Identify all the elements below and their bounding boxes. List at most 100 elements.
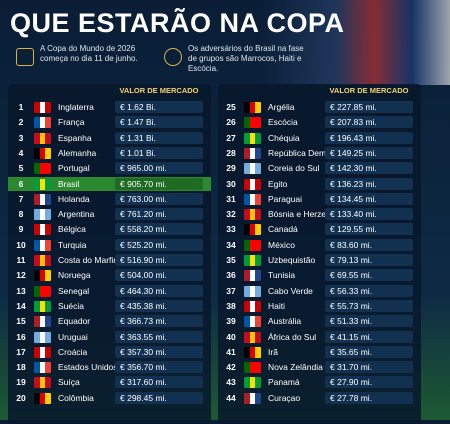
info-text: A Copa do Mundo de 2026 começa no dia 11…: [40, 44, 138, 63]
country-name: Suécia: [58, 300, 84, 311]
market-value: € 55.73 mi.: [325, 299, 413, 312]
flag: [244, 270, 261, 282]
flag-stripe: [244, 346, 250, 358]
flag-stripe: [34, 193, 40, 205]
table-row: 1 Inglaterra € 1.62 Bi.: [8, 100, 211, 114]
country-name: Irã: [268, 346, 278, 357]
info-box: A Copa do Mundo de 2026 começa no dia 11…: [12, 44, 157, 76]
flag-stripe: [34, 163, 40, 175]
flag-stripe: [244, 377, 250, 389]
country-name: Canadá: [268, 224, 298, 235]
table-row: 32 Bósnia e Herzegovina € 133.40 mi.: [218, 207, 421, 221]
flag-stripe: [39, 255, 46, 266]
table-row: 28 República Democrática € 149.25 mi.: [218, 146, 421, 160]
flag-stripe: [39, 163, 46, 175]
flag: [34, 117, 51, 129]
flag: [244, 132, 261, 144]
market-value: € 525.20 mi.: [115, 238, 203, 251]
rank: 39: [226, 316, 236, 327]
table-row: 17 Croácia € 357.30 mi.: [8, 345, 211, 359]
rank: 2: [18, 117, 24, 128]
flag-stripe: [34, 178, 40, 190]
country-name: Bósnia e Herzegovina: [268, 209, 352, 220]
flag: [244, 163, 261, 175]
flag-stripe: [39, 316, 46, 328]
country-name: Turquia: [58, 239, 87, 250]
market-value: € 965.00 mi.: [115, 162, 203, 175]
flag-stripe: [244, 316, 250, 328]
flag: [34, 346, 51, 358]
market-value: € 357.30 mi.: [115, 345, 203, 358]
rank: 9: [18, 224, 24, 235]
flag-stripe: [34, 331, 40, 343]
market-value: € 1.01 Bi.: [115, 146, 203, 159]
flag: [34, 147, 51, 159]
flag-stripe: [244, 132, 250, 144]
flag-stripe: [39, 117, 46, 129]
rank: 42: [226, 362, 236, 373]
flag-stripe: [249, 316, 256, 328]
flag-stripe: [244, 255, 250, 266]
country-name: Cabo Verde: [268, 285, 313, 296]
flag: [244, 285, 261, 297]
table-row: 37 Cabo Verde € 56.33 mi.: [218, 284, 421, 298]
flag-stripe: [45, 224, 51, 236]
table-row: 14 Suécia € 435.38 mi.: [8, 299, 211, 313]
flag-stripe: [244, 163, 250, 175]
flag-stripe: [249, 239, 256, 251]
flag-stripe: [255, 285, 261, 297]
rank: 44: [226, 392, 236, 403]
country-name: Austrália: [268, 316, 302, 327]
flag-stripe: [45, 285, 51, 297]
flag-stripe: [34, 102, 40, 113]
flag-stripe: [249, 377, 256, 389]
flag-stripe: [34, 285, 40, 297]
market-value: € 366.73 mi.: [115, 315, 203, 328]
flag: [34, 316, 51, 328]
rank: 41: [226, 346, 236, 357]
rank: 7: [18, 193, 24, 204]
market-value: € 298.45 mi.: [115, 391, 203, 404]
table-row: 9 Bélgica € 558.20 mi.: [8, 222, 211, 236]
flag-stripe: [249, 193, 256, 205]
flag: [34, 377, 51, 389]
table-row: 8 Argentina € 761.20 mi.: [8, 207, 211, 221]
flag-stripe: [255, 377, 261, 389]
rank: 3: [18, 132, 24, 143]
flag-stripe: [255, 392, 261, 404]
country-name: Equador: [58, 316, 91, 327]
rank: 33: [226, 224, 236, 235]
players-image: [260, 0, 450, 85]
flag-stripe: [45, 193, 51, 205]
flag-stripe: [255, 362, 261, 374]
market-value: € 1.31 Bi.: [115, 131, 203, 144]
flag: [244, 362, 261, 374]
country-name: Suíça: [58, 377, 80, 388]
flag: [34, 270, 51, 282]
flag-stripe: [255, 300, 261, 312]
flag-stripe: [34, 392, 40, 404]
table-row: 36 Tunisia € 69.55 mi.: [218, 268, 421, 282]
flag-stripe: [255, 132, 261, 144]
flag: [34, 392, 51, 404]
country-name: Escócia: [268, 117, 298, 128]
table-row: 6 Brasil € 905.70 mi.: [8, 176, 211, 191]
flag-stripe: [39, 362, 46, 374]
market-value: € 558.20 mi.: [115, 223, 203, 236]
country-name: Argentina: [58, 209, 95, 220]
flag-stripe: [45, 239, 51, 251]
flag-stripe: [34, 362, 40, 374]
country-name: Alemanha: [58, 147, 97, 158]
flag-stripe: [39, 239, 46, 251]
country-name: Croácia: [58, 346, 88, 357]
flag-stripe: [45, 117, 51, 129]
flag-stripe: [244, 285, 250, 297]
flag-stripe: [255, 147, 261, 159]
country-name: Senegal: [58, 285, 90, 296]
column-header: VALOR DE MERCADO: [329, 86, 409, 95]
flag-stripe: [249, 102, 256, 113]
market-value: € 134.45 mi.: [325, 192, 413, 205]
flag-stripe: [244, 331, 250, 343]
flag-stripe: [244, 362, 250, 374]
flag-stripe: [255, 224, 261, 236]
